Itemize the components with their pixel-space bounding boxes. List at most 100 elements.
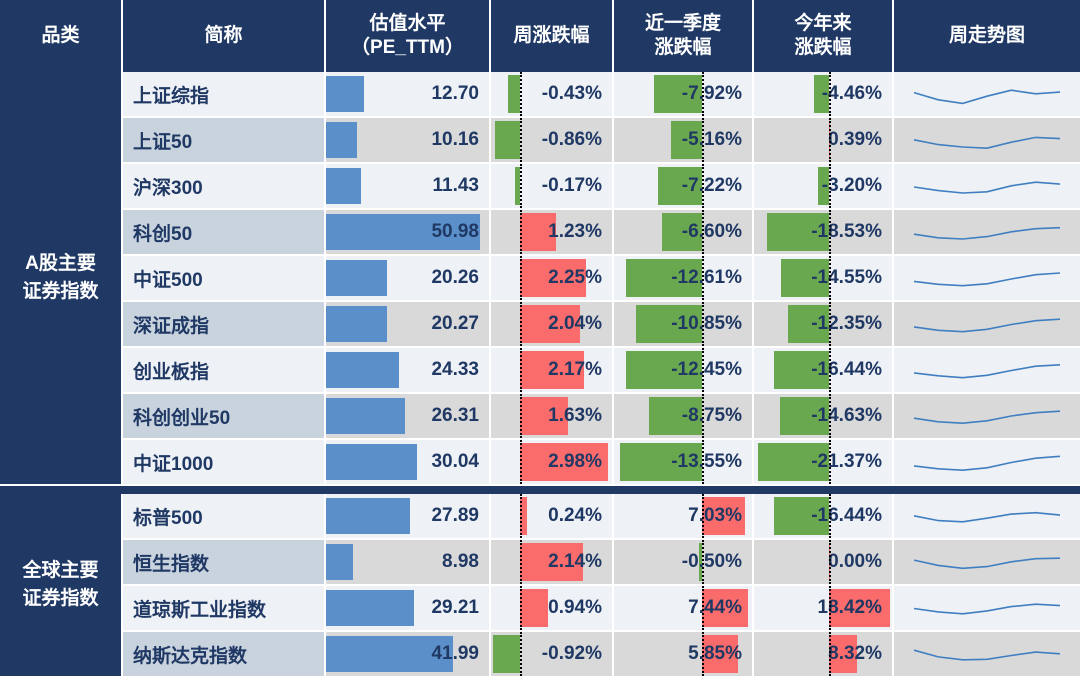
zero-line — [829, 440, 831, 483]
change-value: 0.00% — [828, 551, 882, 572]
pe-cell: 20.26 — [325, 255, 491, 302]
weekly-trend-cell — [893, 439, 1080, 486]
change-cell: 2.14% — [490, 539, 614, 586]
zero-line — [520, 394, 523, 437]
pe-value: 20.26 — [431, 267, 479, 288]
pe-value: 29.21 — [431, 597, 479, 618]
category-line1: 全球主要 — [22, 559, 99, 581]
group-separator — [0, 485, 1080, 494]
change-cell: 2.98% — [490, 439, 614, 486]
index-name-cell: 深证成指 — [122, 301, 326, 348]
zero-line — [829, 394, 831, 437]
quarter-line2: 涨跌幅 — [654, 37, 712, 58]
weekly-trend-cell — [893, 163, 1080, 210]
index-name-cell: 科创创业50 — [122, 393, 326, 440]
sparkline — [913, 603, 1061, 615]
change-value: 0.24% — [548, 505, 602, 526]
pe-bar — [326, 544, 354, 580]
table-row: 科创50 50.98 1.23% -6.60% -18.53% — [0, 209, 1080, 256]
change-bar — [520, 397, 569, 435]
zero-line — [520, 256, 523, 299]
change-value: -14.63% — [811, 405, 882, 426]
valuation-line2: （PE_TTM） — [351, 37, 464, 58]
sparkline — [913, 649, 1061, 661]
index-name-cell: 标普500 — [122, 494, 326, 540]
change-cell: -10.85% — [613, 301, 754, 348]
change-bar — [757, 443, 829, 481]
pe-cell: 30.04 — [325, 439, 491, 486]
pe-cell: 11.43 — [325, 163, 491, 210]
change-value: -6.60% — [681, 221, 742, 242]
table-header: 品类 简称 估值水平 （PE_TTM） 周涨跌幅 近一季度 涨跌幅 今年来 涨跌… — [0, 0, 1080, 72]
change-value: 1.23% — [548, 221, 602, 242]
change-bar — [625, 259, 703, 297]
change-value: -8.75% — [681, 405, 742, 426]
pe-bar — [326, 498, 411, 534]
change-value: -0.92% — [541, 643, 602, 664]
change-bar — [774, 351, 829, 389]
change-cell: -14.63% — [753, 393, 894, 440]
weekly-trend-cell — [893, 209, 1080, 256]
change-bar — [699, 543, 703, 581]
change-value: -0.17% — [541, 175, 602, 196]
change-bar — [649, 397, 703, 435]
change-bar — [774, 497, 829, 535]
change-value: -3.20% — [821, 175, 882, 196]
pe-value: 10.16 — [431, 129, 479, 150]
change-cell: -16.44% — [753, 347, 894, 394]
pe-cell: 24.33 — [325, 347, 491, 394]
weekly-trend-cell — [893, 72, 1080, 118]
change-cell: -6.60% — [613, 209, 754, 256]
ytd-line1: 今年来 — [794, 13, 852, 35]
change-value: 7.03% — [688, 505, 742, 526]
change-cell: -0.43% — [490, 72, 614, 118]
category-line2: 证券指数 — [22, 588, 99, 609]
zero-line — [702, 210, 705, 253]
zero-line — [520, 540, 523, 583]
pe-cell: 50.98 — [325, 209, 491, 256]
change-bar — [670, 121, 703, 159]
pe-bar — [326, 306, 388, 342]
column-header-weekly-change: 周涨跌幅 — [490, 0, 614, 72]
table-row: A股主要 证券指数 上证综指 12.70 -0.43% -7.92% -4.46% — [0, 72, 1080, 486]
change-cell: -18.53% — [753, 209, 894, 256]
change-value: 0.94% — [548, 597, 602, 618]
change-cell: 18.42% — [753, 585, 894, 632]
change-bar — [814, 75, 829, 113]
pe-bar — [326, 398, 406, 434]
pe-bar — [326, 168, 361, 204]
change-cell: -0.86% — [490, 117, 614, 164]
weekly-trend-cell — [893, 255, 1080, 302]
change-value: -16.44% — [811, 505, 882, 526]
sparkline — [913, 272, 1061, 287]
change-value: -18.53% — [811, 221, 882, 242]
sparkline — [913, 136, 1061, 150]
index-name-cell: 沪深300 — [122, 163, 326, 210]
change-cell: -12.61% — [613, 255, 754, 302]
pe-bar — [326, 444, 417, 480]
change-cell: 5.85% — [613, 631, 754, 678]
change-cell: -0.17% — [490, 163, 614, 210]
change-bar — [658, 167, 703, 205]
change-cell: 7.03% — [613, 494, 754, 540]
change-cell: -21.37% — [753, 439, 894, 486]
pe-value: 26.31 — [431, 405, 479, 426]
change-cell: -14.55% — [753, 255, 894, 302]
zero-line — [829, 302, 831, 345]
change-cell: 7.44% — [613, 585, 754, 632]
weekly-trend-cell — [893, 393, 1080, 440]
weekly-trend-cell — [893, 585, 1080, 632]
zero-line — [829, 164, 831, 207]
index-name-cell: 创业板指 — [122, 347, 326, 394]
change-value: -0.86% — [541, 129, 602, 150]
index-name-cell: 上证50 — [122, 117, 326, 164]
sparkline — [913, 511, 1061, 523]
change-value: 2.98% — [548, 451, 602, 472]
sparkline — [913, 557, 1061, 570]
sparkline — [913, 364, 1061, 379]
zero-line — [520, 164, 523, 207]
pe-cell: 12.70 — [325, 72, 491, 118]
change-cell: 8.32% — [753, 631, 894, 678]
change-value: -7.92% — [681, 83, 742, 104]
sparkline — [913, 89, 1061, 105]
